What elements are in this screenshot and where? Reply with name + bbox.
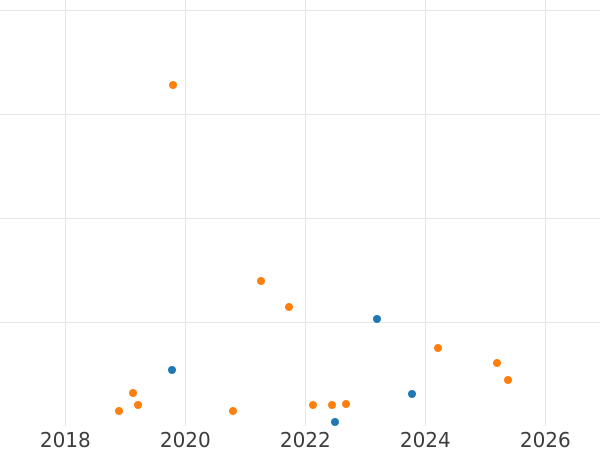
x-tick-label-2026: 2026 <box>519 428 571 452</box>
x-tick-label-2020: 2020 <box>159 428 211 452</box>
scatter-point-orange-series <box>503 376 512 385</box>
v-gridline-2018 <box>64 0 66 426</box>
x-tick-label-2022: 2022 <box>279 428 331 452</box>
scatter-point-orange-series <box>128 388 137 397</box>
scatter-point-orange-series <box>341 400 350 409</box>
x-tick-label-2018: 2018 <box>39 428 91 452</box>
h-gridline <box>0 321 600 323</box>
scatter-point-orange-series <box>433 344 442 352</box>
scatter-point-orange-series <box>169 80 178 89</box>
x-tick-label-2024: 2024 <box>399 428 451 452</box>
v-gridline-2020 <box>184 0 186 426</box>
scatter-point-orange-series <box>309 401 318 410</box>
scatter-point-orange-series <box>133 401 142 410</box>
scatter-point-blue-series <box>372 314 381 323</box>
scatter-point-orange-series <box>492 358 501 367</box>
scatter-point-blue-series <box>168 365 177 374</box>
v-gridline-2024 <box>424 0 426 426</box>
v-gridline-2022 <box>304 0 306 426</box>
scatter-point-orange-series <box>284 303 293 312</box>
v-gridline-2026 <box>544 0 546 426</box>
h-gridline <box>0 217 600 219</box>
h-gridline <box>0 113 600 115</box>
scatter-point-orange-series <box>228 407 237 416</box>
scatter-point-blue-series <box>407 389 416 398</box>
scatter-point-orange-series <box>328 401 337 410</box>
scatter-point-orange-series <box>256 277 265 286</box>
scatter-point-blue-series <box>330 417 339 426</box>
scatter-point-orange-series <box>115 407 124 416</box>
h-gridline <box>0 9 600 11</box>
